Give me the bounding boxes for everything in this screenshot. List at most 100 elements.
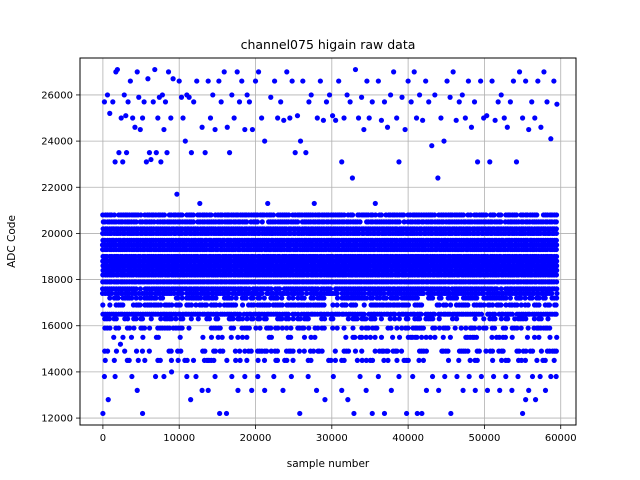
y-tick-label: 26000 (41, 90, 73, 101)
data-point (516, 348, 522, 354)
data-point (361, 302, 367, 308)
data-point (518, 325, 524, 331)
data-point (200, 334, 206, 340)
data-point (135, 357, 141, 363)
data-point (305, 316, 311, 322)
data-point (534, 212, 540, 218)
data-point (431, 311, 438, 317)
data-point (107, 302, 113, 308)
data-point (432, 325, 438, 331)
data-point (218, 99, 224, 105)
data-point (246, 325, 252, 331)
data-point (232, 348, 239, 354)
data-point (542, 295, 548, 301)
data-point (350, 212, 356, 218)
data-point (445, 286, 452, 292)
data-point (341, 212, 347, 218)
data-point (208, 212, 214, 218)
data-point (180, 115, 186, 121)
data-point (545, 316, 551, 322)
data-point (268, 334, 275, 340)
data-point (472, 316, 478, 322)
data-point (420, 117, 426, 123)
data-point (522, 295, 528, 301)
data-point (168, 348, 174, 354)
data-point (352, 334, 358, 340)
data-point (484, 387, 491, 393)
data-point (534, 357, 540, 363)
data-point (139, 410, 146, 417)
data-point (197, 200, 203, 207)
data-point (179, 212, 185, 218)
data-point (472, 325, 478, 331)
data-point (100, 410, 106, 417)
data-point (110, 99, 116, 105)
data-point (205, 387, 211, 393)
data-point (509, 387, 515, 393)
data-point (423, 334, 429, 340)
data-point (381, 99, 388, 105)
data-point (546, 302, 553, 308)
data-point (101, 373, 108, 380)
data-point (476, 325, 482, 331)
data-point (297, 410, 303, 417)
data-point (330, 373, 336, 380)
data-point (213, 302, 219, 308)
data-point (339, 159, 345, 165)
data-point (447, 302, 454, 308)
data-point (199, 387, 205, 393)
data-point (378, 212, 385, 218)
data-point (343, 302, 349, 308)
data-point (190, 219, 196, 225)
data-point (378, 334, 385, 340)
data-point (392, 311, 398, 317)
data-point (549, 290, 555, 297)
data-point (359, 334, 365, 340)
data-point (212, 126, 218, 133)
data-point (450, 69, 456, 75)
data-point (262, 138, 268, 144)
data-point (120, 302, 126, 308)
data-point (215, 316, 221, 322)
data-point (553, 279, 560, 285)
data-point (117, 341, 124, 347)
data-point (365, 325, 371, 331)
data-point (116, 325, 122, 331)
data-point (372, 348, 378, 354)
data-point (420, 325, 427, 331)
data-point (387, 316, 393, 322)
data-point (507, 99, 513, 105)
data-point (458, 325, 464, 331)
data-point (313, 387, 320, 393)
data-point (146, 348, 152, 354)
data-point (361, 311, 367, 317)
data-point (111, 212, 117, 218)
data-point (544, 99, 550, 105)
data-point (491, 325, 498, 331)
data-point (381, 357, 387, 363)
data-point (152, 66, 158, 73)
data-point (531, 316, 538, 322)
data-point (137, 302, 143, 308)
data-point (547, 334, 553, 340)
data-point (516, 69, 523, 75)
data-point (512, 316, 518, 322)
data-point (553, 272, 560, 278)
data-point (120, 334, 126, 340)
data-point (323, 99, 330, 105)
data-point (106, 316, 113, 322)
data-point (151, 219, 157, 225)
data-point (308, 357, 314, 363)
data-point (153, 295, 159, 301)
data-point (127, 325, 133, 331)
data-point (465, 348, 471, 354)
data-point (139, 316, 146, 322)
data-point (253, 325, 259, 331)
data-point (158, 316, 164, 322)
data-point (483, 325, 489, 331)
data-point (109, 290, 115, 297)
data-point (194, 78, 200, 84)
data-point (244, 334, 250, 340)
data-point (447, 334, 453, 340)
data-point (490, 373, 497, 380)
